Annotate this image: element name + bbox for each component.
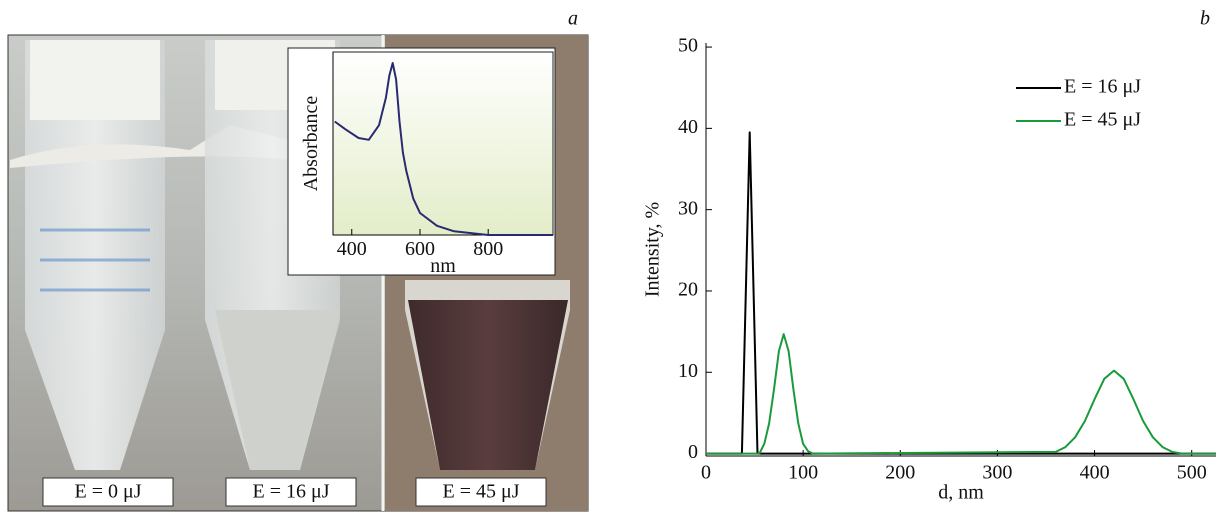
x-tick-label: 600: [405, 238, 435, 260]
photo-label: E = 0 μJ: [74, 481, 141, 503]
data-line: [706, 131, 1216, 455]
panel-label: a: [568, 8, 578, 30]
label-box: [415, 477, 547, 507]
x-axis-label: d, nm: [938, 482, 984, 504]
label-box: [225, 477, 357, 507]
y-axis-label: Absorbance: [300, 96, 322, 192]
x-tick-label: 500: [1177, 462, 1207, 484]
y-tick-label: 20: [678, 279, 698, 301]
legend-label: E = 45 μJ: [1064, 109, 1141, 131]
y-tick-label: 0: [688, 441, 698, 463]
y-tick-label: 30: [678, 197, 698, 219]
y-tick-label: 40: [678, 116, 698, 138]
photo-label: E = 16 μJ: [252, 481, 329, 503]
y-axis-label: Intensity, %: [642, 202, 664, 297]
x-tick-label: 0: [701, 462, 711, 484]
legend-label: E = 16 μJ: [1064, 76, 1141, 98]
x-tick-label: 400: [1080, 462, 1110, 484]
x-tick-label: 800: [473, 238, 503, 260]
label-box: [42, 477, 174, 507]
data-line: [334, 62, 553, 236]
y-tick-label: 50: [678, 35, 698, 57]
y-tick-label: 10: [678, 360, 698, 382]
photo-label: E = 45 μJ: [442, 481, 519, 503]
x-tick-label: 200: [885, 462, 915, 484]
panel-label: b: [1200, 8, 1210, 30]
data-line: [706, 333, 1216, 455]
x-tick-label: 300: [982, 462, 1012, 484]
x-axis-label: nm: [430, 255, 456, 277]
x-tick-label: 400: [337, 238, 367, 260]
x-tick-label: 100: [788, 462, 818, 484]
